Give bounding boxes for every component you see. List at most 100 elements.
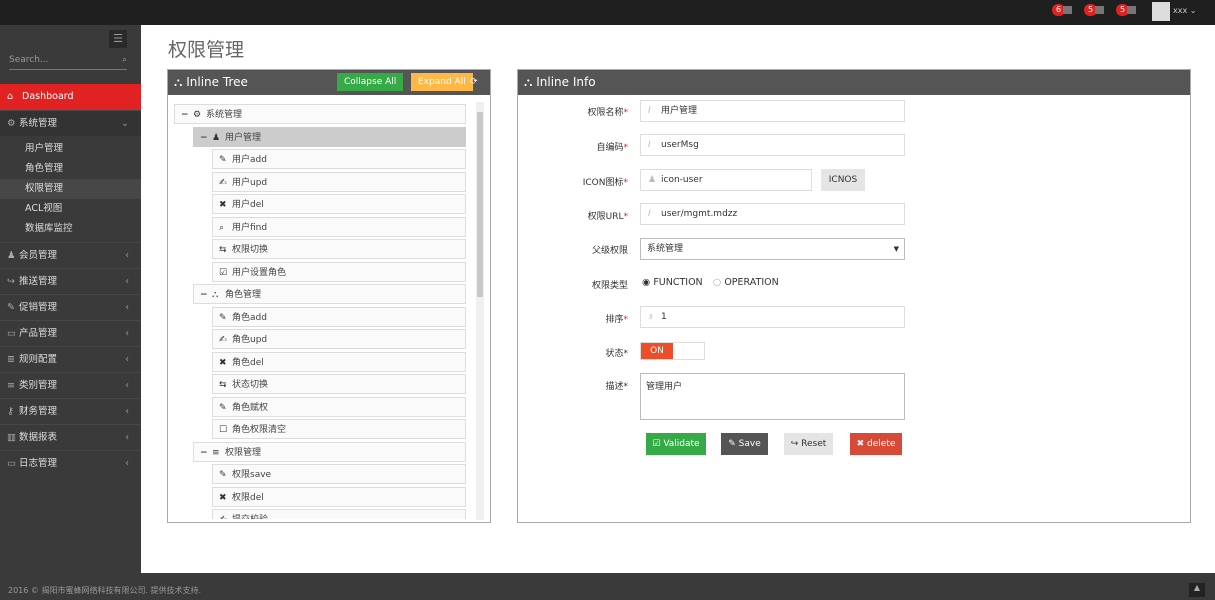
tasks-icon xyxy=(1127,6,1137,14)
sidebar-item-members[interactable]: ♟ 会员管理 ‹ xyxy=(0,242,141,268)
key-icon: ⚷ xyxy=(7,406,14,417)
sidebar-item-system[interactable]: ⚙ 系统管理 ⌄ xyxy=(0,110,141,136)
reset-button[interactable]: ↪ Reset xyxy=(784,433,833,455)
avatar[interactable] xyxy=(1152,2,1170,21)
tree-node[interactable]: ☐ 角色权限清空 xyxy=(212,419,466,439)
collapse-toggle[interactable]: − xyxy=(200,290,208,300)
chevron-down-icon: ⌄ xyxy=(121,118,129,129)
footer-text: 2016 © 揭阳市蜜蜂网络科技有限公司. 提供技术支持. xyxy=(8,586,202,595)
parent-select[interactable]: 系统管理 ▼ xyxy=(640,238,905,260)
type-radio-operation[interactable]: ○ OPERATION xyxy=(713,277,779,288)
remove-icon: ✖ xyxy=(219,492,227,503)
inbox-button[interactable]: 5 xyxy=(1084,4,1105,16)
collapse-all-button[interactable]: Collapse All xyxy=(337,73,404,91)
scroll-to-top-button[interactable]: ▲ xyxy=(1189,583,1205,597)
tree-node-label: 权限切换 xyxy=(232,245,269,255)
sidebar-subitem-permissions[interactable]: 权限管理 xyxy=(0,179,141,199)
sidebar-subitem-acl[interactable]: ACL视图 xyxy=(25,203,63,214)
pencil-icon: ✎ xyxy=(728,439,736,449)
tree-node[interactable]: ✎ 权限save xyxy=(212,464,466,484)
tree-node[interactable]: ☑ 用户设置角色 xyxy=(212,261,466,282)
tree-node[interactable]: ✍ 角色upd xyxy=(212,329,466,349)
sidebar-subitem-users[interactable]: 用户管理 xyxy=(25,143,64,154)
status-toggle[interactable]: ON xyxy=(640,342,705,360)
tree-node[interactable]: ✎ 角色赋权 xyxy=(212,396,466,417)
tree-node-label: 权限管理 xyxy=(225,447,262,458)
tree-node[interactable]: ✖ 用户del xyxy=(212,194,466,214)
remove-icon: ✖ xyxy=(219,357,227,368)
tree-node-label: 用户upd xyxy=(232,177,268,188)
sort-icon: ⇕ xyxy=(648,313,654,321)
icnos-button[interactable]: ICNOS xyxy=(821,169,865,191)
validate-button[interactable]: ☑ Validate xyxy=(646,433,706,455)
pencil-icon: ✎ xyxy=(219,155,227,165)
tree-node[interactable]: − ≡ 权限管理 xyxy=(193,441,466,462)
sidebar-item-label: 日志管理 xyxy=(19,458,58,469)
user-menu[interactable]: xxx ⌄ xyxy=(1173,6,1196,15)
sidebar-item-label: 财务管理 xyxy=(19,406,58,417)
sidebar-item-finance[interactable]: ⚷ 财务管理 ‹ xyxy=(0,398,141,424)
inbox-count: 5 xyxy=(1084,4,1098,16)
sitemap-icon: ⛬ xyxy=(524,75,533,89)
tree-node[interactable]: ✍提交校验 xyxy=(212,509,466,519)
name-input[interactable]: I 用户管理 xyxy=(640,100,905,122)
sidebar-item-promotions[interactable]: ✎ 促销管理 ‹ xyxy=(0,294,141,320)
tree-node-label: 状态切换 xyxy=(232,380,269,390)
tree-node[interactable]: ✎ 角色add xyxy=(212,306,466,327)
sidebar-item-categories[interactable]: ≡ 类别管理 ‹ xyxy=(0,372,141,398)
collapse-toggle[interactable]: − xyxy=(200,447,208,458)
order-spinner[interactable]: ⇕ 1 xyxy=(640,306,905,328)
icon-label: ICON图标* xyxy=(582,178,628,188)
text-cursor-icon: I xyxy=(648,106,651,116)
sidebar-item-push[interactable]: ↪ 推送管理 ‹ xyxy=(0,268,141,294)
user-icon: ♟ xyxy=(212,132,221,143)
type-radio-function[interactable]: ◉ FUNCTION xyxy=(642,277,703,288)
tree-node-label: 用户管理 xyxy=(225,132,262,143)
tasks-button[interactable]: 5 xyxy=(1116,4,1137,16)
tree-node[interactable]: − ♟ 用户管理 xyxy=(193,126,466,147)
tree-node[interactable]: ⌕ 用户find xyxy=(212,216,466,237)
sidebar-item-logs[interactable]: ▭ 日志管理 ‹ xyxy=(0,450,141,476)
collapse-toggle[interactable]: − xyxy=(181,110,189,120)
tree-node[interactable]: − ⛬ 角色管理 xyxy=(193,284,466,304)
search-placeholder: Search... xyxy=(9,55,49,65)
sidebar-item-dashboard[interactable]: ⌂ Dashboard xyxy=(0,84,141,110)
search-icon[interactable]: ⌕ xyxy=(121,55,127,65)
chevron-left-icon: ‹ xyxy=(125,380,129,391)
tree-scrollbar[interactable] xyxy=(476,102,484,520)
tree-node[interactable]: ⇆ 权限切换 xyxy=(212,239,466,259)
text-cursor-icon: I xyxy=(648,209,651,219)
tree-node[interactable]: ✖ 角色del xyxy=(212,351,466,372)
sidebar-subitem-roles[interactable]: 角色管理 xyxy=(25,163,64,174)
search-input[interactable]: Search... ⌕ xyxy=(9,55,127,70)
collapse-toggle[interactable]: − xyxy=(200,132,208,143)
scrollbar-thumb[interactable] xyxy=(477,112,483,297)
tree-node[interactable]: ✍ 用户upd xyxy=(212,171,466,192)
sidebar-item-reports[interactable]: ▥ 数据报表 ‹ xyxy=(0,424,141,450)
notifications-button[interactable]: 6 xyxy=(1052,4,1073,16)
refresh-icon[interactable]: ⟳ xyxy=(470,77,478,87)
expand-all-button[interactable]: Expand All xyxy=(411,73,473,91)
desc-textarea[interactable]: 管理用户 xyxy=(640,373,905,420)
tree-node[interactable]: ⇆ 状态切换 xyxy=(212,374,466,394)
chevron-down-icon: ⌄ xyxy=(1189,6,1197,15)
save-button[interactable]: ✎ Save xyxy=(721,433,768,455)
retweet-icon: ⇆ xyxy=(219,245,227,255)
chevron-left-icon: ‹ xyxy=(125,432,129,443)
order-label: 排序* xyxy=(605,315,628,325)
sidebar-subitem-db-monitor[interactable]: 数据库监控 xyxy=(25,223,73,234)
sidebar-item-products[interactable]: ▭ 产品管理 ‹ xyxy=(0,320,141,346)
sidebar-toggle-button[interactable]: ☰ xyxy=(109,30,127,48)
tree-node[interactable]: − ⚙ 系统管理 xyxy=(174,104,466,124)
status-label: 状态* xyxy=(605,349,628,359)
tree-node[interactable]: ✖ 权限del xyxy=(212,486,466,507)
tree-node-label: 角色权限清空 xyxy=(232,425,287,435)
icon-input[interactable]: ♟ icon-user xyxy=(640,169,812,191)
delete-button[interactable]: ✖ delete xyxy=(850,433,902,455)
tasks-count: 5 xyxy=(1116,4,1130,16)
tree-node[interactable]: ✎ 用户add xyxy=(212,149,466,169)
sidebar-item-rules[interactable]: ≣ 规则配置 ‹ xyxy=(0,346,141,372)
chevron-left-icon: ‹ xyxy=(125,458,129,469)
